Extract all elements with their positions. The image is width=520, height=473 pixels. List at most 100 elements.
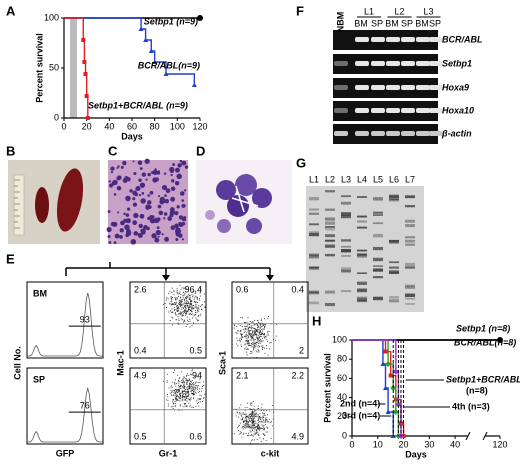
- event-dot: [183, 384, 185, 386]
- band: [373, 268, 383, 272]
- band: [373, 265, 383, 267]
- event-dot: [201, 309, 203, 311]
- event-dot: [251, 343, 252, 345]
- band: [429, 37, 443, 42]
- event-dot: [259, 330, 261, 331]
- event-dot: [175, 297, 177, 299]
- event-dot: [245, 340, 247, 342]
- event-dot: [204, 306, 206, 308]
- band: [325, 244, 335, 248]
- band: [309, 208, 319, 211]
- event-dot: [239, 433, 241, 435]
- event-dot: [166, 373, 168, 375]
- event-dot: [177, 298, 179, 300]
- event-dot: [185, 399, 187, 401]
- nucleus: [169, 209, 175, 215]
- event-dot: [255, 334, 256, 336]
- event-dot: [196, 309, 198, 311]
- event-dot: [180, 300, 182, 302]
- event-dot: [181, 311, 183, 313]
- event-dot: [241, 338, 242, 340]
- event-dot: [266, 426, 268, 428]
- event-dot: [263, 425, 265, 426]
- band: [355, 131, 369, 136]
- nucleus: [156, 226, 160, 230]
- event-dot: [267, 318, 269, 320]
- event-dot: [267, 332, 269, 334]
- band: [386, 85, 400, 90]
- event-dot: [254, 324, 256, 326]
- event-dot: [180, 387, 182, 389]
- nucleus: [114, 233, 120, 239]
- nucleus: [171, 179, 175, 183]
- event-dot: [192, 296, 194, 298]
- band: [389, 296, 399, 299]
- x-tick-label: 20: [82, 121, 92, 131]
- event-dot: [255, 410, 257, 412]
- event-dot: [179, 377, 181, 379]
- event-dot: [170, 386, 172, 388]
- event-dot: [259, 324, 261, 326]
- event-dot: [233, 327, 235, 329]
- event-dot: [194, 310, 196, 311]
- event-dot: [243, 322, 245, 324]
- event-dot: [201, 388, 203, 390]
- event-dot: [187, 305, 189, 307]
- event-dot: [187, 380, 189, 382]
- cytospin-image: [196, 160, 292, 244]
- nucleus: [157, 235, 160, 238]
- x-axis-label: Days: [405, 449, 427, 459]
- event-dot: [177, 292, 179, 294]
- event-dot: [188, 402, 190, 404]
- event-dot: [262, 346, 264, 348]
- event-dot: [204, 393, 206, 395]
- event-dot: [246, 416, 248, 418]
- event-dot: [257, 427, 258, 429]
- lane-label: L1: [309, 174, 319, 184]
- event-dot: [178, 320, 180, 322]
- band: [325, 221, 335, 225]
- event-dot: [246, 349, 248, 350]
- event-dot: [175, 302, 177, 304]
- event-dot: [174, 309, 175, 311]
- nucleus: [169, 166, 175, 173]
- event-dot: [254, 331, 256, 333]
- event-dot: [185, 306, 187, 308]
- event-dot: [241, 426, 243, 428]
- event-dot: [179, 385, 181, 387]
- event-dot: [247, 434, 249, 436]
- event-dot: [171, 304, 173, 306]
- event-dot: [187, 319, 189, 321]
- event-dot: [273, 339, 274, 340]
- nucleus: [178, 233, 183, 238]
- nucleus: [181, 199, 185, 202]
- event-dot: [175, 397, 177, 399]
- band: [309, 266, 319, 269]
- quadrant-value: 96.4: [184, 284, 202, 294]
- event-dot: [193, 394, 195, 396]
- band: [325, 217, 335, 221]
- event-dot: [170, 301, 172, 303]
- event-dot: [175, 309, 177, 311]
- event-dot: [186, 312, 188, 314]
- arrowhead: [162, 275, 274, 281]
- histology-nuclei: [106, 158, 189, 245]
- event-dot: [180, 312, 182, 314]
- event-dot: [243, 420, 245, 422]
- event-dot: [188, 313, 190, 315]
- event-dot: [241, 436, 243, 438]
- panel-label: E: [6, 251, 15, 266]
- event-dot: [245, 413, 247, 415]
- panel-label: A: [6, 3, 16, 18]
- event-dot: [258, 350, 260, 351]
- event-dot: [247, 341, 249, 343]
- nucleus: [154, 177, 159, 182]
- event-dot: [181, 395, 183, 397]
- event-dot: [180, 311, 181, 313]
- event-dot: [178, 293, 180, 294]
- event-dot: [255, 432, 257, 434]
- event-dot: [196, 301, 198, 303]
- event-dot: [250, 440, 252, 442]
- band: [341, 255, 351, 257]
- nucleus: [141, 192, 145, 195]
